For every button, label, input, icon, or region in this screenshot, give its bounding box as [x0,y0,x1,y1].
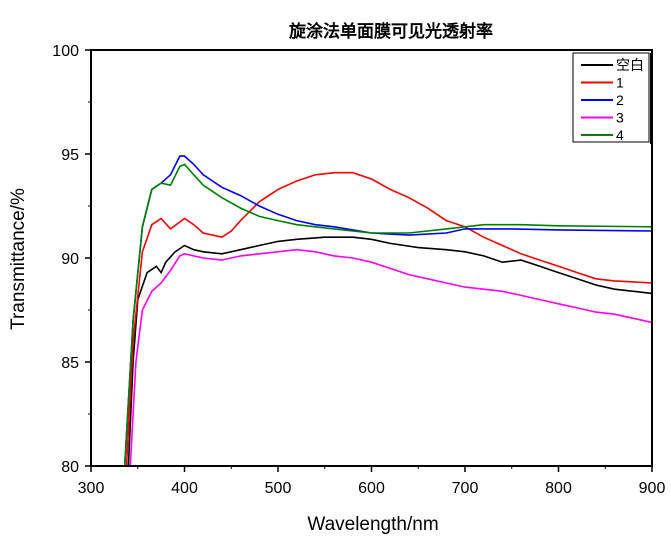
series-line-0 [127,236,652,466]
axis-ticks: 300 400 500 600 700 800 900 80 85 90 95 100 [52,43,665,497]
y-tick-label: 85 [61,355,79,372]
y-tick-label: 100 [52,43,79,60]
x-tick-label: 700 [452,480,479,497]
series-line-3 [129,248,652,466]
x-tick-label: 500 [265,480,292,497]
series-line-4 [123,163,652,466]
legend-label-2: 2 [616,92,624,108]
series-lines [123,155,652,466]
x-axis-label: Wavelength/nm [307,514,438,535]
x-tick-label: 800 [545,480,572,497]
legend-label-3: 3 [616,110,624,126]
y-tick-label: 90 [61,251,79,268]
y-axis-label: Transmittance/% [8,188,29,330]
chart-title: 旋涂法单面膜可见光透射率 [288,21,493,42]
x-tick-label: 900 [639,480,666,497]
plot-frame [90,49,653,467]
x-tick-label: 400 [171,480,198,497]
x-tick-label: 300 [78,480,105,497]
series-line-2 [123,155,652,466]
legend-label-1: 1 [616,75,624,91]
x-tick-label: 600 [358,480,385,497]
legend-label-4: 4 [616,127,624,143]
series-line-1 [125,171,652,466]
legend-label-0: 空白 [616,57,644,73]
y-tick-label: 95 [61,147,79,164]
y-tick-label: 80 [61,459,79,476]
legend: 空白 12 34 [572,52,652,144]
